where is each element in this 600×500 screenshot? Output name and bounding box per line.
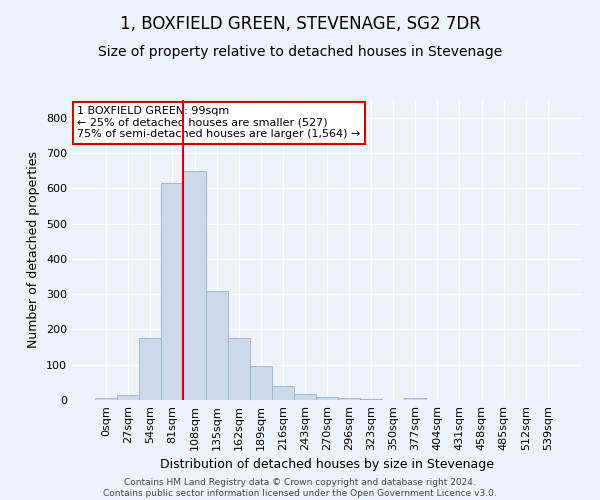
Bar [338,398,360,400]
Bar [250,366,272,400]
Bar [272,386,294,400]
Bar [294,394,316,400]
Text: Contains HM Land Registry data © Crown copyright and database right 2024.
Contai: Contains HM Land Registry data © Crown c… [103,478,497,498]
Bar [404,398,427,400]
Bar [139,338,161,400]
Bar [95,398,117,400]
Bar [184,170,206,400]
Text: 1, BOXFIELD GREEN, STEVENAGE, SG2 7DR: 1, BOXFIELD GREEN, STEVENAGE, SG2 7DR [119,15,481,33]
Bar [227,338,250,400]
Bar [117,396,139,400]
Bar [206,292,227,400]
Text: 1 BOXFIELD GREEN: 99sqm
← 25% of detached houses are smaller (527)
75% of semi-d: 1 BOXFIELD GREEN: 99sqm ← 25% of detache… [77,106,361,139]
Bar [316,397,338,400]
Y-axis label: Number of detached properties: Number of detached properties [28,152,40,348]
X-axis label: Distribution of detached houses by size in Stevenage: Distribution of detached houses by size … [160,458,494,471]
Bar [161,183,184,400]
Text: Size of property relative to detached houses in Stevenage: Size of property relative to detached ho… [98,45,502,59]
